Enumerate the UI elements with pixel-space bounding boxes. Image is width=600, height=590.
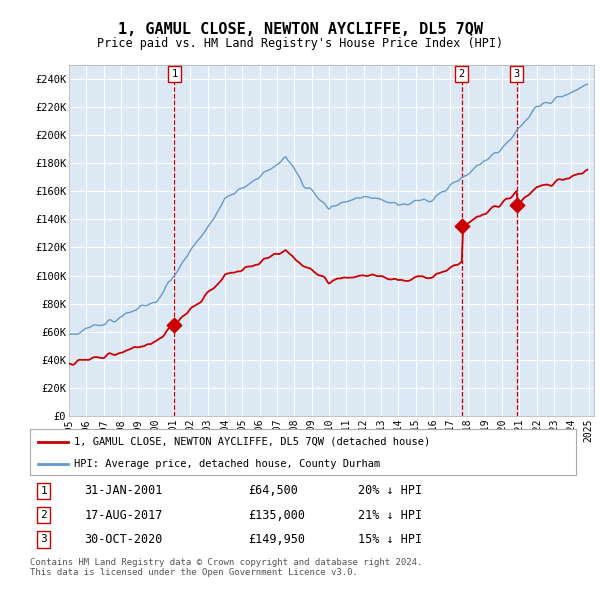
Text: 30-OCT-2020: 30-OCT-2020	[85, 533, 163, 546]
Point	[170, 320, 179, 330]
Text: 2: 2	[458, 68, 465, 78]
Text: 1, GAMUL CLOSE, NEWTON AYCLIFFE, DL5 7QW: 1, GAMUL CLOSE, NEWTON AYCLIFFE, DL5 7QW	[118, 22, 482, 37]
Text: 21% ↓ HPI: 21% ↓ HPI	[358, 509, 422, 522]
Text: 17-AUG-2017: 17-AUG-2017	[85, 509, 163, 522]
Text: 1, GAMUL CLOSE, NEWTON AYCLIFFE, DL5 7QW (detached house): 1, GAMUL CLOSE, NEWTON AYCLIFFE, DL5 7QW…	[74, 437, 430, 447]
Text: Price paid vs. HM Land Registry's House Price Index (HPI): Price paid vs. HM Land Registry's House …	[97, 37, 503, 50]
Text: 3: 3	[40, 534, 47, 544]
Text: HPI: Average price, detached house, County Durham: HPI: Average price, detached house, Coun…	[74, 459, 380, 469]
Point	[457, 222, 467, 231]
Text: 15% ↓ HPI: 15% ↓ HPI	[358, 533, 422, 546]
Text: 2: 2	[40, 510, 47, 520]
Text: 31-JAN-2001: 31-JAN-2001	[85, 484, 163, 497]
Text: 1: 1	[40, 486, 47, 496]
Text: £149,950: £149,950	[248, 533, 305, 546]
Text: 20% ↓ HPI: 20% ↓ HPI	[358, 484, 422, 497]
Point	[512, 201, 521, 210]
Text: 3: 3	[514, 68, 520, 78]
Text: £64,500: £64,500	[248, 484, 298, 497]
Text: Contains HM Land Registry data © Crown copyright and database right 2024.
This d: Contains HM Land Registry data © Crown c…	[30, 558, 422, 577]
Text: £135,000: £135,000	[248, 509, 305, 522]
Text: 1: 1	[171, 68, 178, 78]
